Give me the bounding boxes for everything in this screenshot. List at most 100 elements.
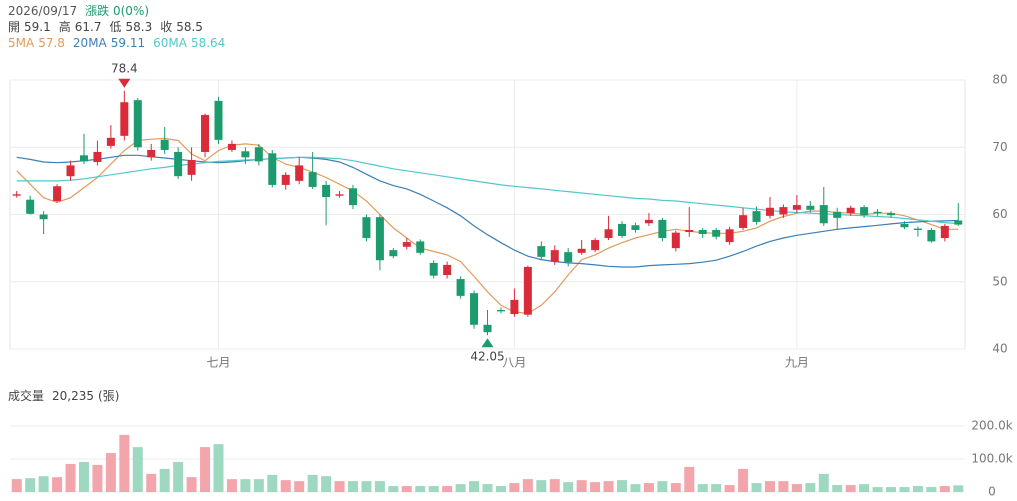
volume-bar: [132, 447, 143, 492]
candle-body: [483, 324, 492, 333]
candle-body: [550, 250, 559, 262]
volume-bar: [832, 485, 843, 492]
volume-bar: [159, 468, 170, 492]
candle-body: [496, 309, 505, 312]
candle-body: [806, 205, 815, 210]
volume-bar: [415, 486, 426, 492]
header-ohlc: 開 59.1 高 61.7 低 58.3 收 58.5: [8, 19, 203, 34]
high-marker: [118, 78, 131, 88]
candle-body: [281, 174, 290, 185]
volume-bar: [92, 464, 103, 492]
ma-name: 5MA: [8, 36, 35, 50]
volume-bar: [240, 479, 251, 492]
volume-bar: [388, 486, 399, 492]
ma-value: 59.11: [111, 36, 145, 50]
volume-bar: [872, 487, 883, 492]
candle-body: [470, 293, 479, 325]
volume-bar: [926, 487, 937, 492]
candle-body: [348, 188, 357, 206]
volume-bar: [200, 447, 211, 492]
candle-body: [375, 217, 384, 261]
volume-unit: (張): [98, 389, 119, 403]
candle-body: [12, 194, 21, 196]
candle-body: [631, 225, 640, 230]
y-tick-label: 80: [992, 73, 1007, 87]
candle-body: [362, 217, 371, 239]
volume-bar: [442, 486, 453, 492]
ma-value: 58.64: [191, 36, 225, 50]
volume-bar: [186, 477, 197, 492]
open-value: 59.1: [24, 20, 51, 34]
candle-body: [604, 229, 613, 239]
candle-body: [887, 213, 896, 216]
low-marker: [481, 338, 494, 348]
volume-bar: [213, 444, 224, 492]
volume-bar: [724, 485, 735, 492]
volume-bar: [818, 473, 829, 492]
candle-body: [873, 211, 882, 214]
ma-line: [16, 154, 959, 268]
candle-body: [456, 279, 465, 296]
x-tick-label: 九月: [785, 356, 809, 370]
volume-bar: [469, 481, 480, 492]
volume-bar: [953, 485, 964, 492]
volume-bar: [482, 484, 493, 492]
volume-bar: [939, 486, 950, 492]
volume-bar: [361, 481, 372, 492]
candle-body: [254, 147, 263, 162]
candle-body: [187, 160, 196, 175]
candle-body: [160, 139, 169, 150]
candle-body: [618, 223, 627, 237]
volume-bar: [52, 477, 63, 492]
candle-body: [93, 151, 102, 163]
candle-body: [201, 114, 210, 152]
candle-body: [26, 199, 35, 214]
volume-bar: [253, 479, 264, 492]
volume-bar: [294, 481, 305, 492]
candle-body: [671, 232, 680, 249]
volume-bar: [267, 474, 278, 492]
candle-body: [913, 228, 922, 230]
candle-body: [523, 266, 532, 315]
volume-bar: [321, 476, 332, 492]
ma-legend: 5MA 57.8 20MA 59.11 60MA 58.64: [8, 36, 225, 50]
volume-header: 成交量 20,235 (張): [8, 388, 119, 403]
volume-bar: [643, 483, 654, 492]
low-value: 58.3: [125, 20, 152, 34]
high-label: 高: [59, 19, 71, 34]
candle-body: [833, 211, 842, 218]
candle-body: [846, 207, 855, 214]
candle-body: [564, 252, 573, 263]
candle-body: [133, 100, 142, 148]
volume-bar: [38, 476, 49, 492]
candle-body: [739, 215, 748, 228]
volume-bar: [751, 483, 762, 492]
volume-bar: [307, 474, 318, 492]
volume-bar: [764, 481, 775, 492]
ma-line: [16, 137, 959, 315]
volume-bar: [509, 483, 520, 492]
ma-value: 57.8: [38, 36, 65, 50]
volume-bar: [347, 481, 358, 492]
candle-body: [860, 207, 869, 216]
volume-bar: [11, 479, 22, 492]
candle-body: [402, 242, 411, 247]
volume-bar: [886, 487, 897, 492]
candle-body: [147, 149, 156, 158]
y-tick-label: 0: [988, 485, 996, 499]
y-tick-label: 40: [992, 342, 1007, 356]
candle-body: [685, 229, 694, 232]
volume-bar: [657, 481, 668, 492]
volume-bar: [536, 480, 547, 492]
candle-body: [214, 100, 223, 140]
candle-body: [954, 220, 963, 225]
volume-bar: [226, 479, 237, 492]
candle-body: [120, 102, 129, 136]
volume-bar: [119, 434, 130, 492]
volume-bar: [859, 484, 870, 492]
volume-bar: [711, 484, 722, 492]
volume-bar: [280, 480, 291, 492]
volume-bar: [791, 484, 802, 492]
candle-body: [927, 229, 936, 242]
ma-name: 60MA: [153, 36, 188, 50]
